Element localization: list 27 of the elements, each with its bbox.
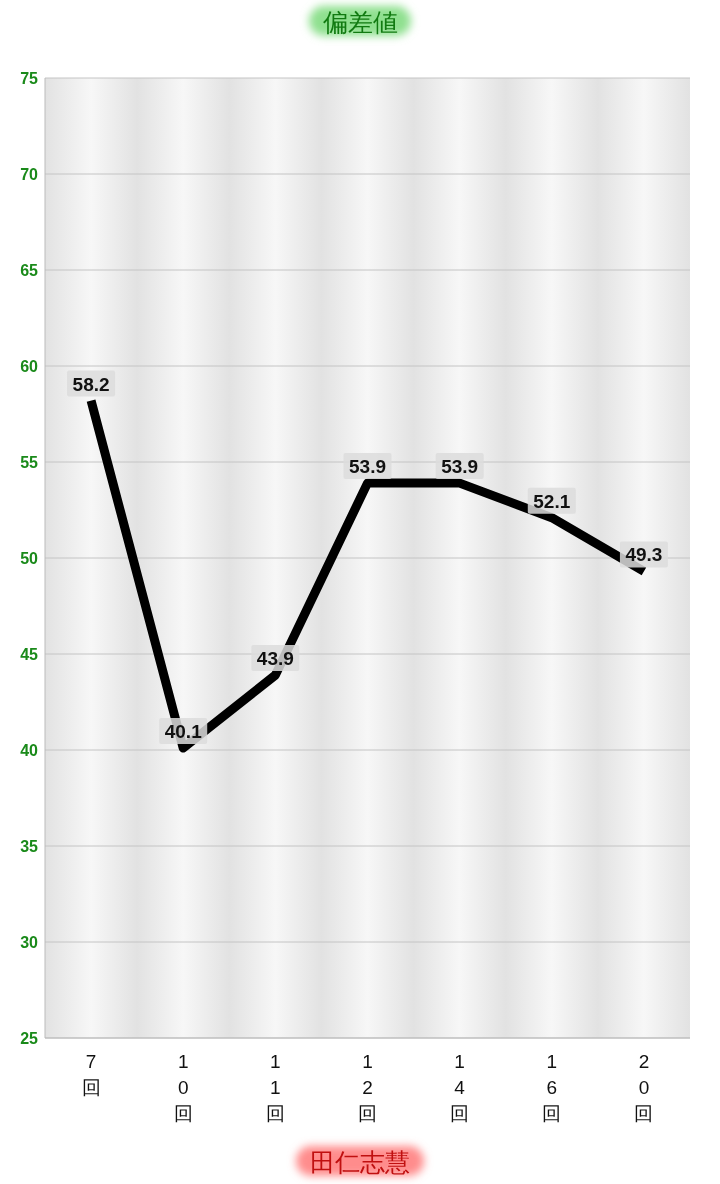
data-label: 52.1 bbox=[533, 490, 571, 512]
y-tick-label: 55 bbox=[20, 454, 39, 471]
y-tick-label: 30 bbox=[20, 934, 39, 951]
data-label: 53.9 bbox=[349, 456, 386, 478]
y-tick-label: 75 bbox=[20, 70, 39, 87]
data-label: 58.2 bbox=[72, 373, 110, 395]
chart-title: 偏差値 bbox=[322, 8, 398, 36]
y-tick-label: 65 bbox=[20, 262, 39, 279]
y-tick-label: 35 bbox=[20, 838, 39, 855]
y-tick-label: 70 bbox=[20, 166, 39, 183]
x-tick-label: 20回 bbox=[634, 1051, 654, 1124]
y-tick-label: 60 bbox=[20, 358, 39, 375]
x-tick-label: 14回 bbox=[450, 1051, 470, 1124]
y-tick-label: 40 bbox=[20, 742, 39, 759]
x-tick-label: 12回 bbox=[358, 1051, 377, 1124]
y-tick-label: 25 bbox=[20, 1030, 39, 1047]
data-label: 40.1 bbox=[164, 721, 203, 743]
data-label: 53.9 bbox=[441, 456, 479, 478]
x-tick-label: 11回 bbox=[265, 1051, 285, 1124]
y-tick-label: 50 bbox=[20, 550, 39, 567]
x-tick-label: 16回 bbox=[542, 1051, 562, 1124]
x-tick-label: 10回 bbox=[173, 1051, 193, 1124]
data-label: 49.3 bbox=[625, 544, 663, 566]
data-label: 43.9 bbox=[256, 648, 294, 670]
x-axis-title: 田仁志慧 bbox=[310, 1148, 410, 1176]
x-tick-label: 7回 bbox=[81, 1051, 101, 1098]
y-tick-label: 45 bbox=[20, 646, 39, 663]
